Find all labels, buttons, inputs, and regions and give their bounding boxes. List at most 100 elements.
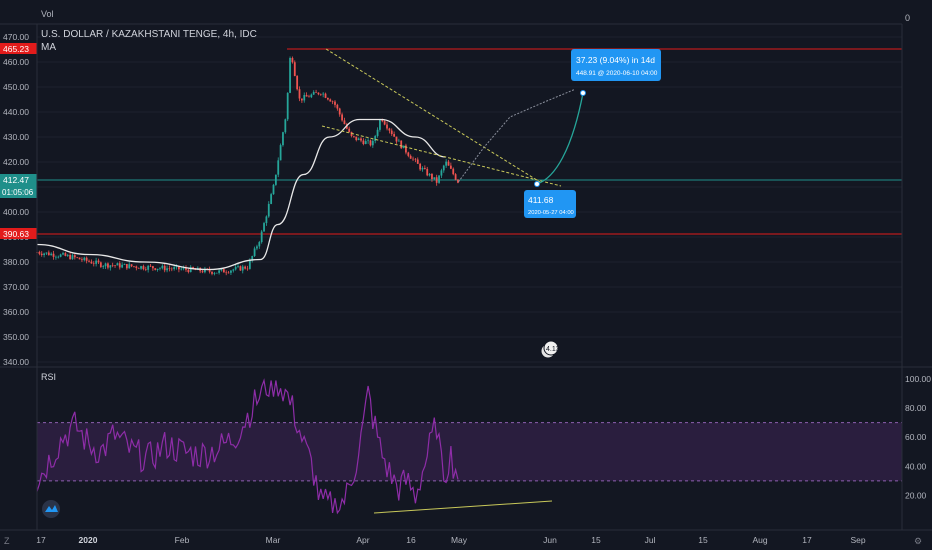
candle-body	[428, 173, 431, 176]
candle-body	[149, 265, 152, 267]
candle-body	[390, 130, 393, 135]
zoom-icon[interactable]: Z	[4, 536, 10, 546]
x-tick-label: Feb	[175, 535, 190, 545]
candle-body	[440, 170, 443, 176]
candle-body	[324, 93, 327, 98]
upper-trend-line[interactable]	[325, 48, 541, 183]
target-callout[interactable]: 37.23 (9.04%) in 14d 448.91 @ 2020-06-10…	[571, 49, 661, 81]
lower-trend-line[interactable]	[321, 125, 562, 187]
candle-body	[251, 256, 254, 261]
candle-body	[412, 158, 414, 160]
low-callout[interactable]: 411.68 2020-05-27 04:00	[524, 190, 576, 218]
candle-body	[331, 101, 334, 103]
candle-body	[452, 168, 455, 175]
candle-body	[393, 134, 396, 137]
candle-body	[312, 92, 315, 95]
candle-body	[144, 269, 147, 270]
candle-body	[364, 141, 367, 145]
candle-body	[222, 269, 225, 273]
candle-body	[400, 140, 403, 149]
price-tick-label: 370.00	[3, 282, 29, 292]
candle-body	[218, 270, 221, 273]
candle-body	[114, 265, 116, 266]
candle-body	[376, 129, 379, 137]
price-tick-label: 430.00	[3, 132, 29, 142]
candle-body	[194, 268, 197, 271]
price-tick-label: 350.00	[3, 332, 29, 342]
projection-curve[interactable]	[536, 92, 584, 185]
candle-body	[208, 269, 211, 272]
rsi-tick-label: 40.00	[905, 461, 927, 471]
support-price-value: 390.63	[3, 229, 29, 239]
candle-body	[232, 269, 235, 271]
projection-start-point[interactable]	[534, 181, 540, 187]
candle-body	[239, 266, 242, 271]
x-tick-label: May	[451, 535, 468, 545]
candle-body	[449, 165, 452, 169]
candle-body	[185, 267, 187, 270]
candle-body	[125, 264, 128, 269]
candle-body	[409, 155, 412, 159]
rsi-divergence-line[interactable]	[373, 500, 553, 514]
candle-body	[241, 266, 244, 271]
candle-body	[445, 161, 448, 166]
support-price-tag	[0, 228, 37, 239]
rsi-tick-label: 60.00	[905, 432, 927, 442]
candle-body	[45, 252, 48, 254]
event-badge-front	[543, 340, 559, 356]
rsi-label: RSI	[41, 372, 56, 382]
candle-body	[360, 138, 362, 141]
candle-body	[315, 92, 317, 93]
candle-body	[140, 266, 142, 269]
candle-body	[57, 256, 60, 258]
candle-body	[189, 267, 192, 273]
candle-body	[298, 89, 301, 99]
price-pane[interactable]: 470.00460.00450.00440.00430.00420.00410.…	[0, 29, 902, 367]
projection-target-point[interactable]	[580, 90, 586, 96]
candle-body	[447, 161, 450, 166]
candle-body	[76, 257, 79, 258]
moving-average-line	[36, 118, 446, 271]
event-badge[interactable]: 4.13	[540, 340, 560, 359]
candle-body	[88, 260, 90, 262]
candle-body	[142, 266, 145, 270]
candle-body	[284, 119, 287, 133]
candle-body	[178, 266, 180, 270]
target-callout-price: 448.91 @ 2020-06-10 04:00	[576, 70, 658, 77]
x-tick-label: Apr	[356, 535, 369, 545]
candle-body	[419, 163, 422, 170]
candle-body	[135, 266, 138, 269]
candle-body	[329, 99, 332, 102]
candle-body	[83, 257, 86, 261]
candle-body	[383, 121, 386, 125]
x-tick-label: 17	[802, 535, 812, 545]
low-callout-box	[524, 190, 576, 218]
ma-indicator-label: MA	[41, 42, 56, 53]
settings-gear-icon[interactable]: ⚙	[914, 536, 922, 546]
candle-body	[50, 253, 53, 256]
price-tick-label: 420.00	[3, 157, 29, 167]
candle-body	[319, 94, 322, 95]
candle-body	[293, 62, 296, 76]
candle-body	[279, 145, 282, 161]
rsi-tick-label: 80.00	[905, 403, 927, 413]
candle-body	[66, 254, 69, 256]
candle-body	[211, 271, 213, 274]
candle-body	[407, 152, 410, 156]
candle-body	[166, 268, 168, 271]
candle-body	[38, 252, 41, 254]
x-tick-label: Jul	[645, 535, 656, 545]
candle-body	[246, 268, 249, 270]
candle-body	[133, 266, 135, 267]
candle-body	[227, 272, 230, 274]
candle-body	[265, 216, 268, 224]
price-tick-label: 400.00	[3, 207, 29, 217]
candle-body	[289, 57, 291, 93]
candle-body	[230, 270, 232, 273]
candle-body	[431, 173, 433, 180]
candle-body	[388, 128, 391, 131]
x-tick-label: 2020	[79, 535, 98, 545]
candle-body	[180, 268, 183, 270]
rsi-pane[interactable]: RSI 100.00 80.00 60.00 40.00 20.00	[36, 372, 931, 518]
